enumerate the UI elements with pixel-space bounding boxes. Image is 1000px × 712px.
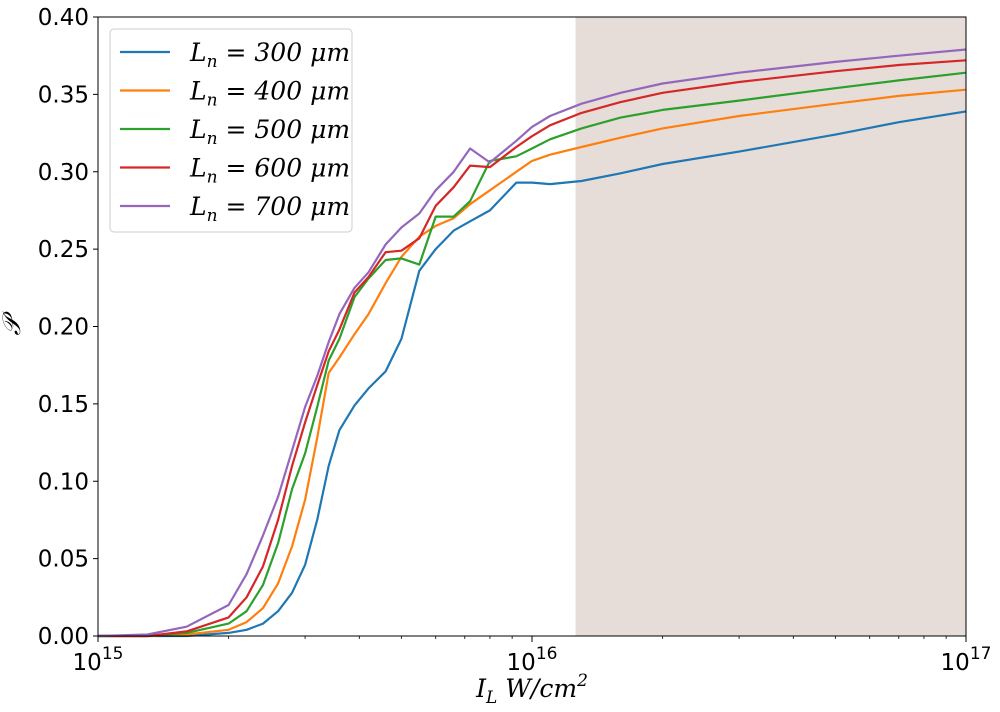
y-tick-label: 0.15	[38, 392, 89, 418]
series-line-5	[97, 48, 967, 638]
y-tick-label: 0.20	[38, 315, 89, 341]
y-tick-label: 0.05	[38, 547, 89, 573]
y-axis: 0.00 0.05 0.10 0.15 0.20 0.25 0.30 0.35 0.40	[38, 5, 98, 650]
legend-label-5: Ln = 700 μm	[189, 192, 350, 226]
y-tick-label: 0.30	[38, 160, 89, 186]
x-tick-label: 1015	[73, 644, 124, 676]
legend-box	[109, 28, 353, 233]
series-line-4	[98, 59, 967, 638]
y-tick-label: 0.40	[38, 5, 89, 31]
y-tick-label: 0.10	[38, 469, 89, 495]
shaded-band	[575, 17, 966, 636]
legend-label-2: Ln = 400 μm	[189, 77, 350, 111]
y-tick-label: 0.35	[38, 82, 89, 108]
legend-label-4: Ln = 600 μm	[189, 154, 350, 188]
x-axis: 1015 1016 1017	[73, 636, 992, 676]
series-line-1	[98, 110, 967, 638]
y-tick-label: 0.25	[38, 237, 89, 263]
legend: Ln = 300 μm Ln = 400 μm Ln = 500 μm Ln = 60…	[109, 28, 353, 233]
legend-label-3: Ln = 500 μm	[189, 115, 350, 149]
y-tick-label: 0.00	[38, 624, 89, 650]
x-tick-label: 1017	[941, 644, 992, 676]
series-line-3	[98, 71, 967, 638]
legend-label-1: Ln = 300 μm	[189, 38, 350, 72]
series-layer	[97, 48, 967, 638]
x-axis-label: IL W/cm2	[475, 671, 588, 708]
series-line-2	[98, 88, 967, 638]
x-tick-label: 1016	[507, 644, 558, 676]
